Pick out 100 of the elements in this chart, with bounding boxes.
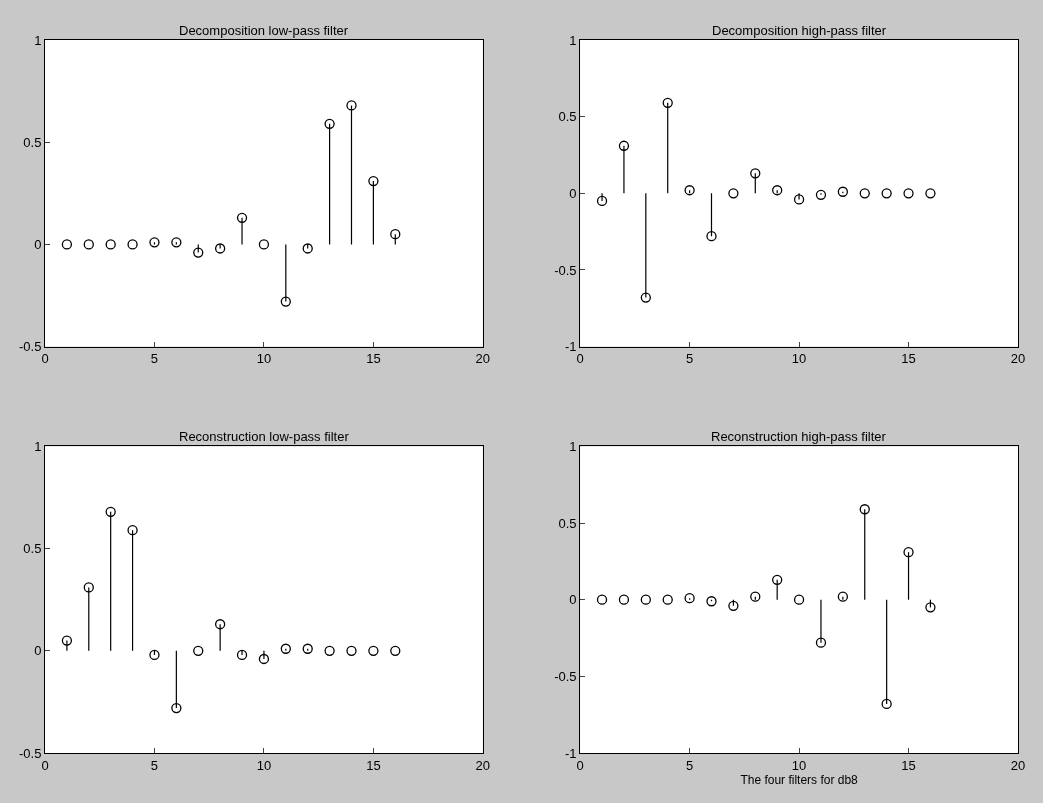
point: [83, 582, 94, 593]
point: [706, 231, 717, 242]
point: [390, 229, 401, 240]
point: [193, 645, 204, 656]
point: [859, 504, 870, 515]
point: [815, 189, 827, 200]
point: [706, 596, 717, 607]
point: [662, 594, 673, 605]
y-tick-label: 0: [569, 185, 577, 201]
point: [640, 292, 651, 303]
y-tick-label: 0: [34, 236, 42, 252]
y-tick-label: -0.5: [554, 262, 577, 278]
y-tick-label: 1: [34, 32, 42, 48]
point: [728, 600, 739, 611]
point: [618, 594, 630, 605]
point: [127, 239, 138, 250]
point: [728, 188, 739, 199]
x-tick-label: 10: [256, 351, 272, 367]
point: [618, 140, 630, 151]
y-tick-label: 0: [34, 643, 42, 659]
point: [684, 185, 695, 196]
point: [346, 100, 357, 111]
y-tick-label: 0.5: [558, 109, 577, 125]
point: [837, 186, 849, 197]
point: [368, 175, 379, 187]
point: [280, 643, 291, 654]
point: [903, 547, 914, 558]
x-tick-label: 15: [901, 351, 916, 367]
point: [214, 243, 226, 254]
x-tick-label: 20: [475, 757, 491, 773]
point: [61, 239, 73, 250]
point: [793, 594, 805, 605]
point: [596, 594, 608, 605]
point: [236, 649, 248, 661]
point: [750, 591, 761, 602]
y-tick-label: 0.5: [23, 134, 42, 150]
x-tick-label: 20: [1010, 351, 1026, 367]
x-tick-label: 10: [791, 757, 807, 773]
point: [61, 635, 73, 646]
point: [302, 243, 313, 254]
point: [171, 237, 182, 248]
y-tick-label: -0.5: [18, 339, 42, 355]
y-tick-label: 1: [569, 32, 577, 48]
point: [859, 188, 870, 199]
x-tick-label: 15: [366, 757, 381, 773]
point: [105, 239, 116, 250]
point: [324, 118, 335, 129]
point: [149, 237, 160, 248]
point: [127, 525, 138, 536]
x-tick-label: 10: [791, 351, 807, 367]
point: [815, 637, 827, 648]
y-tick-label: -1: [564, 745, 577, 761]
y-tick-label: -0.5: [18, 745, 42, 761]
point: [105, 506, 116, 517]
point: [903, 188, 914, 199]
y-tick-label: -0.5: [554, 668, 577, 684]
x-tick-label: 15: [901, 757, 916, 773]
x-tick-label: 10: [256, 757, 272, 773]
x-axis-title: The four filters for db8: [740, 773, 859, 788]
x-tick-label: 5: [150, 757, 159, 773]
point: [881, 188, 892, 199]
point: [149, 649, 160, 661]
point: [280, 296, 291, 307]
point: [368, 645, 379, 656]
point: [324, 645, 335, 656]
point: [750, 168, 761, 179]
point: [793, 194, 805, 205]
x-tick-label: 20: [475, 351, 491, 367]
point: [837, 591, 849, 602]
x-tick-label: 5: [685, 757, 694, 773]
y-tick-label: 0.5: [23, 541, 42, 557]
point: [236, 212, 248, 223]
point: [346, 645, 357, 656]
point: [925, 188, 936, 199]
point: [214, 619, 226, 630]
point: [684, 593, 695, 604]
point: [772, 574, 783, 585]
point: [596, 195, 608, 207]
x-tick-label: 5: [150, 351, 159, 367]
chart-title: Decomposition high-pass filter: [712, 23, 887, 38]
point: [662, 97, 673, 108]
y-tick-label: 0: [569, 592, 577, 608]
chart-title: Reconstruction low-pass filter: [179, 429, 350, 444]
point: [881, 698, 892, 710]
point: [258, 653, 270, 665]
point: [302, 643, 313, 654]
point: [83, 239, 94, 250]
y-tick-label: 1: [34, 438, 42, 454]
y-tick-label: 0.5: [558, 515, 577, 531]
x-tick-label: 5: [685, 351, 694, 367]
point: [171, 702, 182, 714]
point: [258, 239, 270, 250]
point: [772, 185, 783, 196]
chart-title: Decomposition low-pass filter: [179, 23, 349, 38]
point: [193, 247, 204, 258]
chart-title: Reconstruction high-pass filter: [711, 429, 887, 444]
point: [640, 594, 651, 605]
point: [925, 602, 936, 613]
point: [390, 645, 401, 656]
y-tick-label: 1: [569, 438, 577, 454]
